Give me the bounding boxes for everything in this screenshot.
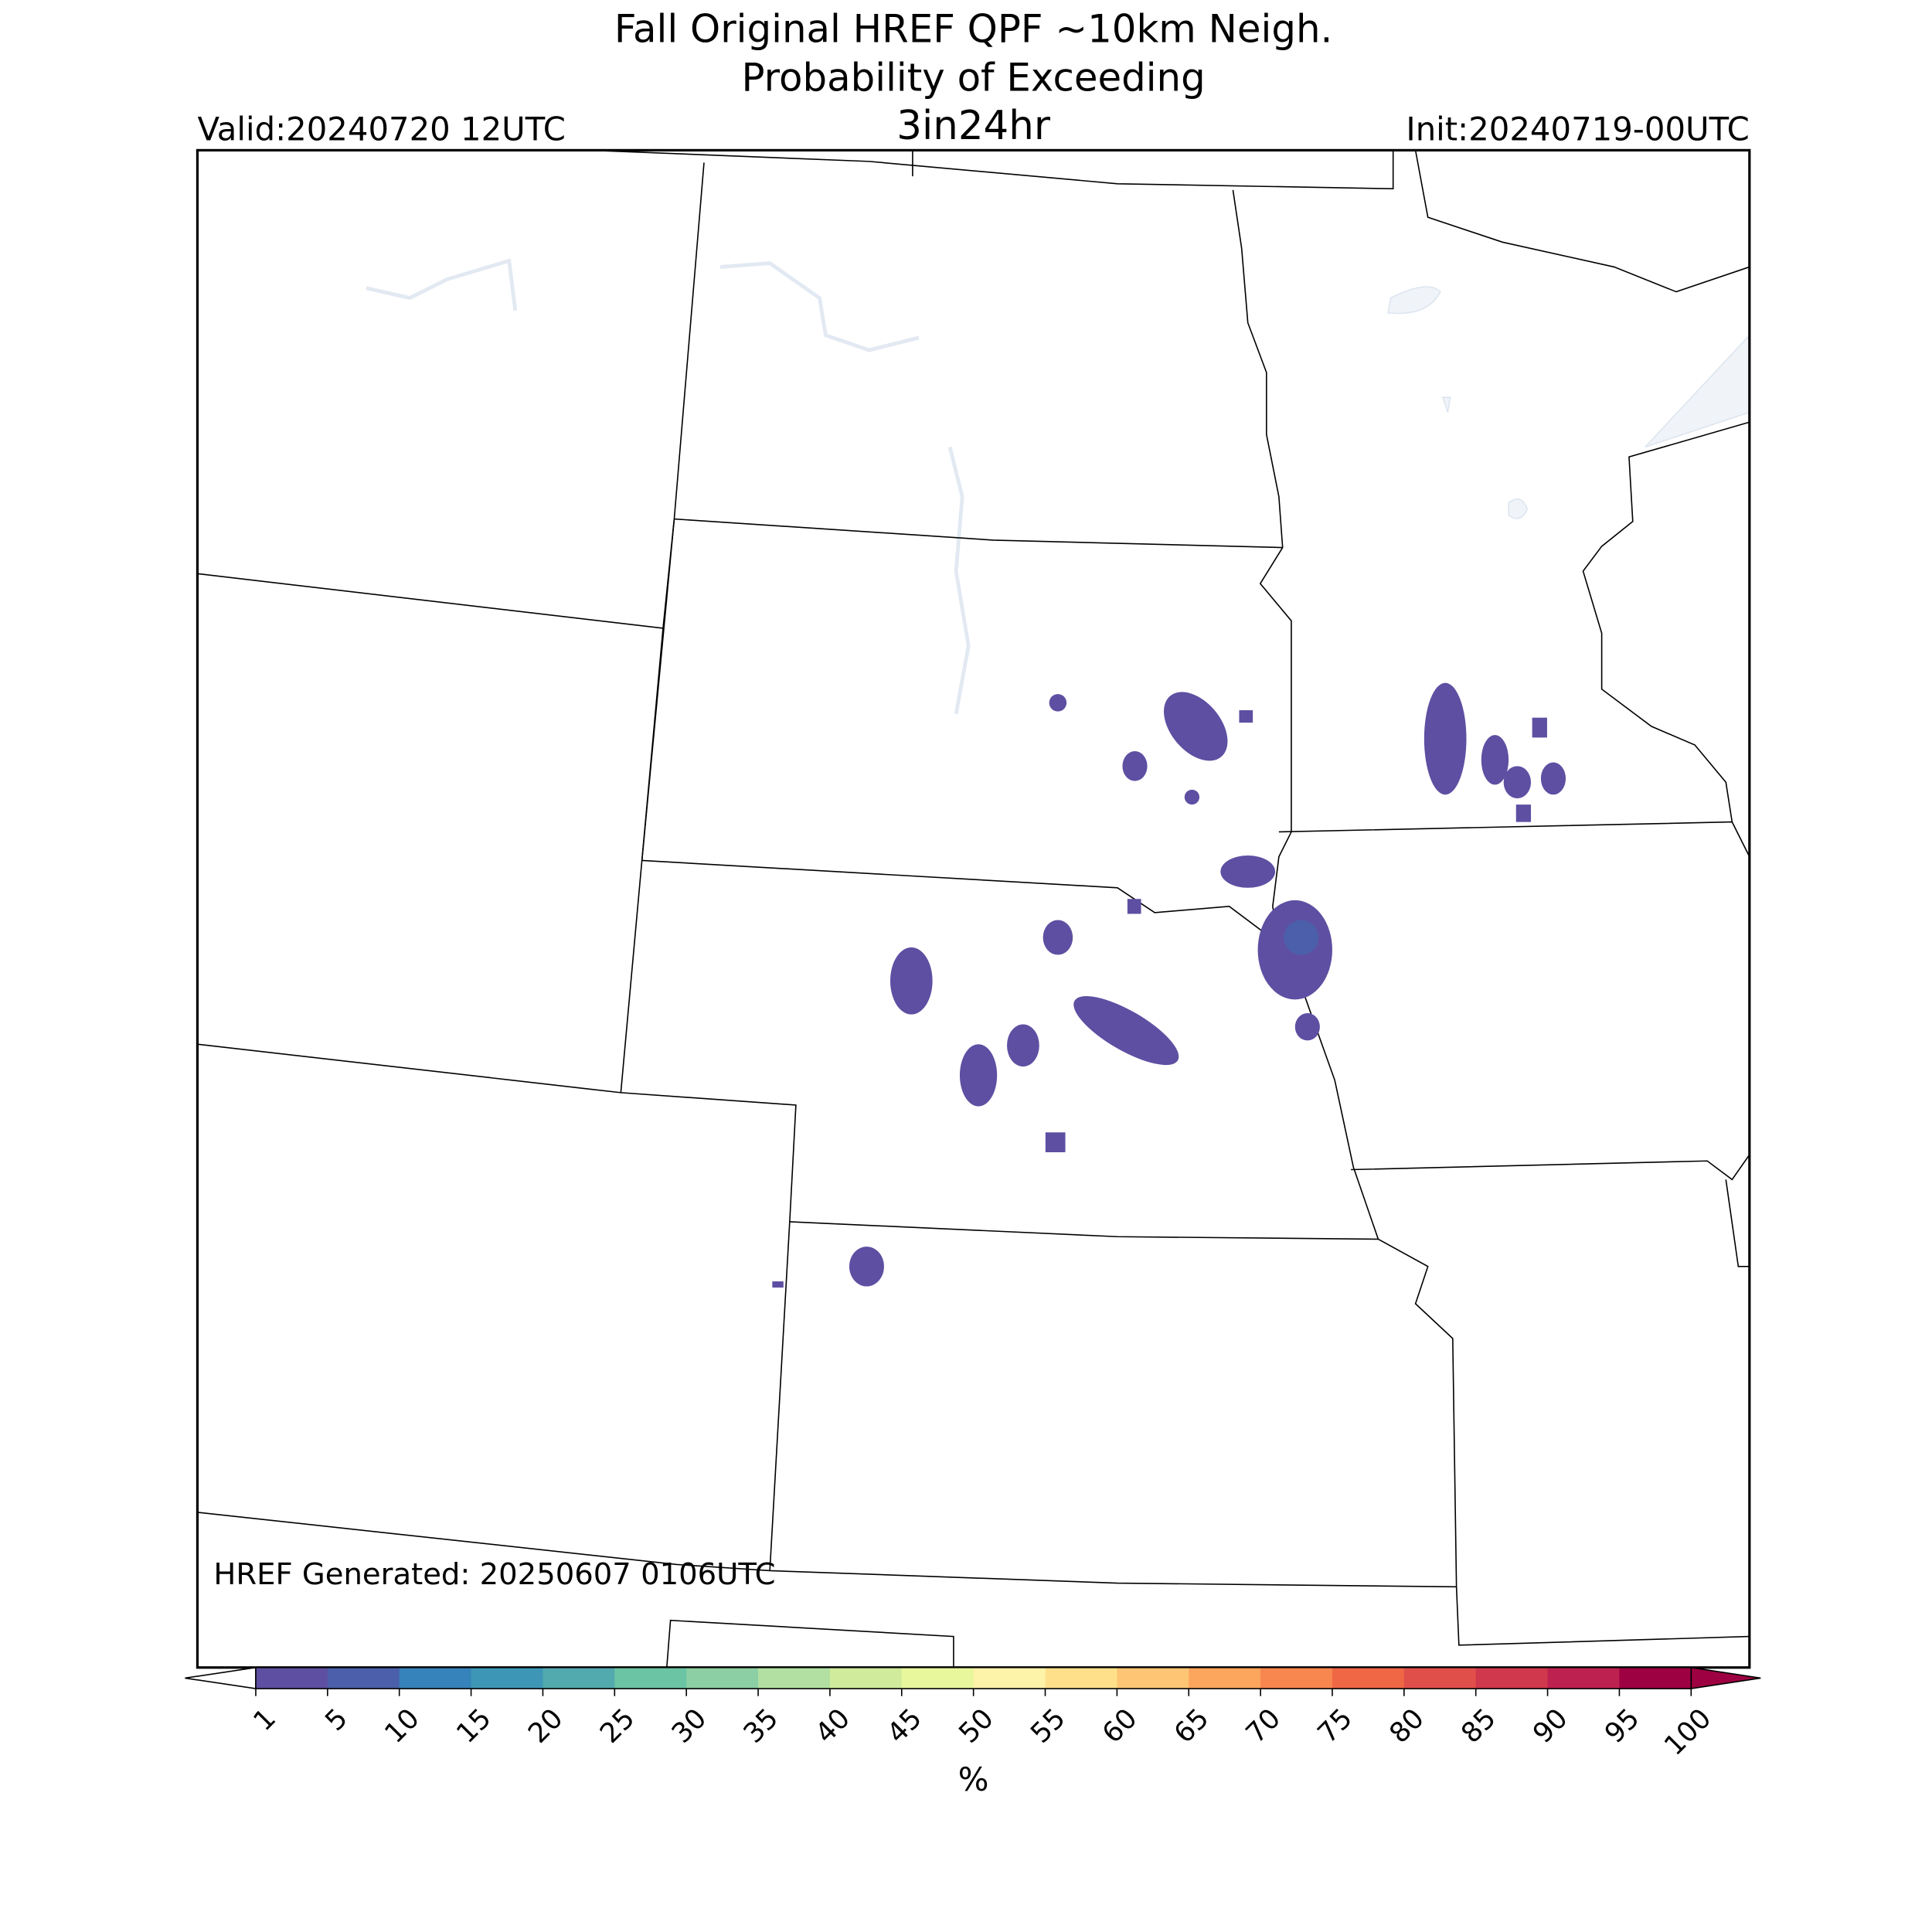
title-line: Fall Original HREF QPF ~10km Neigh. xyxy=(614,7,1332,52)
colorbar-tick-label: 40 xyxy=(809,1702,856,1750)
colorbar-tick-label: 100 xyxy=(1658,1702,1718,1762)
colorbar-over xyxy=(1690,1666,1761,1690)
colorbar-tick-label: 95 xyxy=(1599,1702,1646,1750)
init-time: Init:20240719-00UTC xyxy=(1406,111,1749,148)
probability-areas xyxy=(772,682,1566,1288)
colorbar-tick-label: 5 xyxy=(319,1702,354,1737)
colorbar-segment xyxy=(327,1667,400,1689)
colorbar-segment xyxy=(1117,1667,1190,1689)
state-borders xyxy=(197,150,1750,1668)
colorbar-tick-label: 90 xyxy=(1527,1702,1574,1750)
colorbar-segment xyxy=(1403,1667,1477,1689)
colorbar-tick-label: 10 xyxy=(379,1702,426,1750)
colorbar-segment xyxy=(973,1667,1046,1689)
colorbar-tick-label: 75 xyxy=(1311,1702,1359,1750)
colorbar-segment xyxy=(614,1667,687,1689)
colorbar-segment xyxy=(1547,1667,1621,1689)
colorbar-tick-label: 1 xyxy=(247,1702,282,1737)
map-frame xyxy=(196,148,1751,1669)
rivers xyxy=(366,258,971,715)
valid-time: Valid:20240720 12UTC xyxy=(197,111,566,148)
colorbar-tick-label: 50 xyxy=(953,1702,1000,1750)
colorbar-tick-label: 70 xyxy=(1240,1702,1287,1750)
colorbar-segment xyxy=(1619,1667,1692,1689)
colorbar-segment xyxy=(758,1667,831,1689)
colorbar-tick-label: 25 xyxy=(594,1702,641,1750)
colorbar-segment xyxy=(1189,1667,1261,1689)
colorbar-tick-label: 80 xyxy=(1383,1702,1430,1750)
colorbar-segment xyxy=(543,1667,616,1689)
colorbar-segment xyxy=(471,1667,544,1689)
colorbar: 1 5 10 15 20 25 30 35 40 45 50 55 60 65 70 75 80 85 90 95 10… xyxy=(185,1666,1761,1762)
colorbar-segment xyxy=(1475,1667,1549,1689)
colorbar-segment xyxy=(1045,1667,1118,1689)
lakes xyxy=(1387,286,1750,519)
colorbar-label: % xyxy=(958,1760,989,1798)
colorbar-tick-label: 20 xyxy=(522,1702,570,1750)
colorbar-segment xyxy=(829,1667,903,1689)
colorbar-segment xyxy=(686,1667,759,1689)
colorbar-under xyxy=(185,1666,257,1690)
colorbar-tick-label: 35 xyxy=(737,1702,784,1750)
threshold: 3in24hr xyxy=(896,103,1051,149)
colorbar-tick-label: 30 xyxy=(665,1702,713,1750)
colorbar-tick-label: 15 xyxy=(451,1702,498,1750)
colorbar-segment xyxy=(1260,1667,1333,1689)
colorbar-tick-label: 85 xyxy=(1455,1702,1502,1750)
colorbar-segment xyxy=(399,1667,472,1689)
colorbar-segment xyxy=(1332,1667,1405,1689)
colorbar-tick-label: 45 xyxy=(881,1702,928,1750)
map: HREF Generated: 20250607 0106UTC xyxy=(196,148,1751,1669)
title-line: Probability of Exceeding xyxy=(742,55,1206,100)
colorbar-segment xyxy=(255,1667,328,1689)
colorbar-tick-label: 60 xyxy=(1097,1702,1144,1750)
colorbar-tick-label: 55 xyxy=(1025,1702,1072,1750)
colorbar-tick-label: 65 xyxy=(1168,1702,1216,1750)
colorbar-segment xyxy=(901,1667,975,1689)
generated-note: HREF Generated: 20250607 0106UTC xyxy=(213,1557,775,1592)
